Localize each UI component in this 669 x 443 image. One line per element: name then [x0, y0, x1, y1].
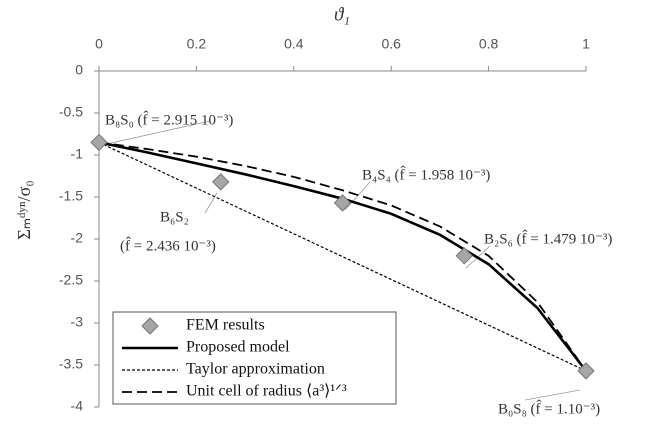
legend-label: Unit cell of radius ⟨a³⟩¹ᐟ³: [186, 383, 347, 400]
series-line: [98, 141, 587, 372]
y-tick-label: -2: [71, 230, 84, 246]
legend-label: FEM results: [186, 317, 265, 334]
x-axis-label: ϑ₁: [334, 4, 350, 25]
fem-marker: [455, 247, 473, 265]
y-tick-label: 0: [75, 62, 83, 78]
legend-label: Proposed model: [186, 339, 290, 356]
y-tick-label: -4: [71, 398, 84, 414]
fem-marker: [90, 133, 108, 152]
leader-line: [344, 181, 371, 211]
x-tick-label: 0.2: [187, 36, 207, 52]
annotation: B₂S₆ (f̂ = 1.479 10⁻³): [484, 230, 612, 248]
x-tick-label: 0.6: [381, 36, 401, 52]
x-tick-label: 0.8: [479, 36, 499, 52]
y-tick-label: -0.5: [59, 104, 83, 120]
legend-box: [112, 311, 397, 405]
legend-label: Taylor approximation: [186, 361, 325, 378]
leader-line: [101, 120, 211, 146]
annotation: B₆S₂: [160, 209, 189, 225]
annotation: B₄S₄ (f̂ = 1.958 10⁻³): [362, 166, 490, 184]
y-tick-label: -3: [71, 314, 84, 330]
annotation: B₈S₀ (f̂ = 2.915 10⁻³): [105, 111, 233, 129]
legend-marker: [141, 317, 159, 335]
y-axis-label: Σₘᵈʸⁿ/σ₀: [14, 180, 34, 239]
fem-marker: [577, 362, 595, 380]
x-tick-label: 0: [95, 36, 103, 52]
leader-line: [204, 192, 218, 214]
x-tick-label: 1: [582, 36, 590, 52]
leader-line: [524, 389, 581, 401]
y-tick-label: -1.5: [59, 188, 83, 204]
annotation: (f̂ = 2.436 10⁻³): [120, 237, 216, 255]
fem-marker: [333, 194, 352, 212]
y-tick-label: -2.5: [59, 272, 83, 288]
fem-marker: [212, 173, 230, 191]
y-tick-label: -3.5: [59, 356, 83, 372]
y-tick-label: -1: [71, 146, 84, 162]
annotation: B₀S₈ (f̂ = 1.10⁻³): [498, 400, 600, 418]
x-tick-label: 0.4: [284, 36, 304, 52]
